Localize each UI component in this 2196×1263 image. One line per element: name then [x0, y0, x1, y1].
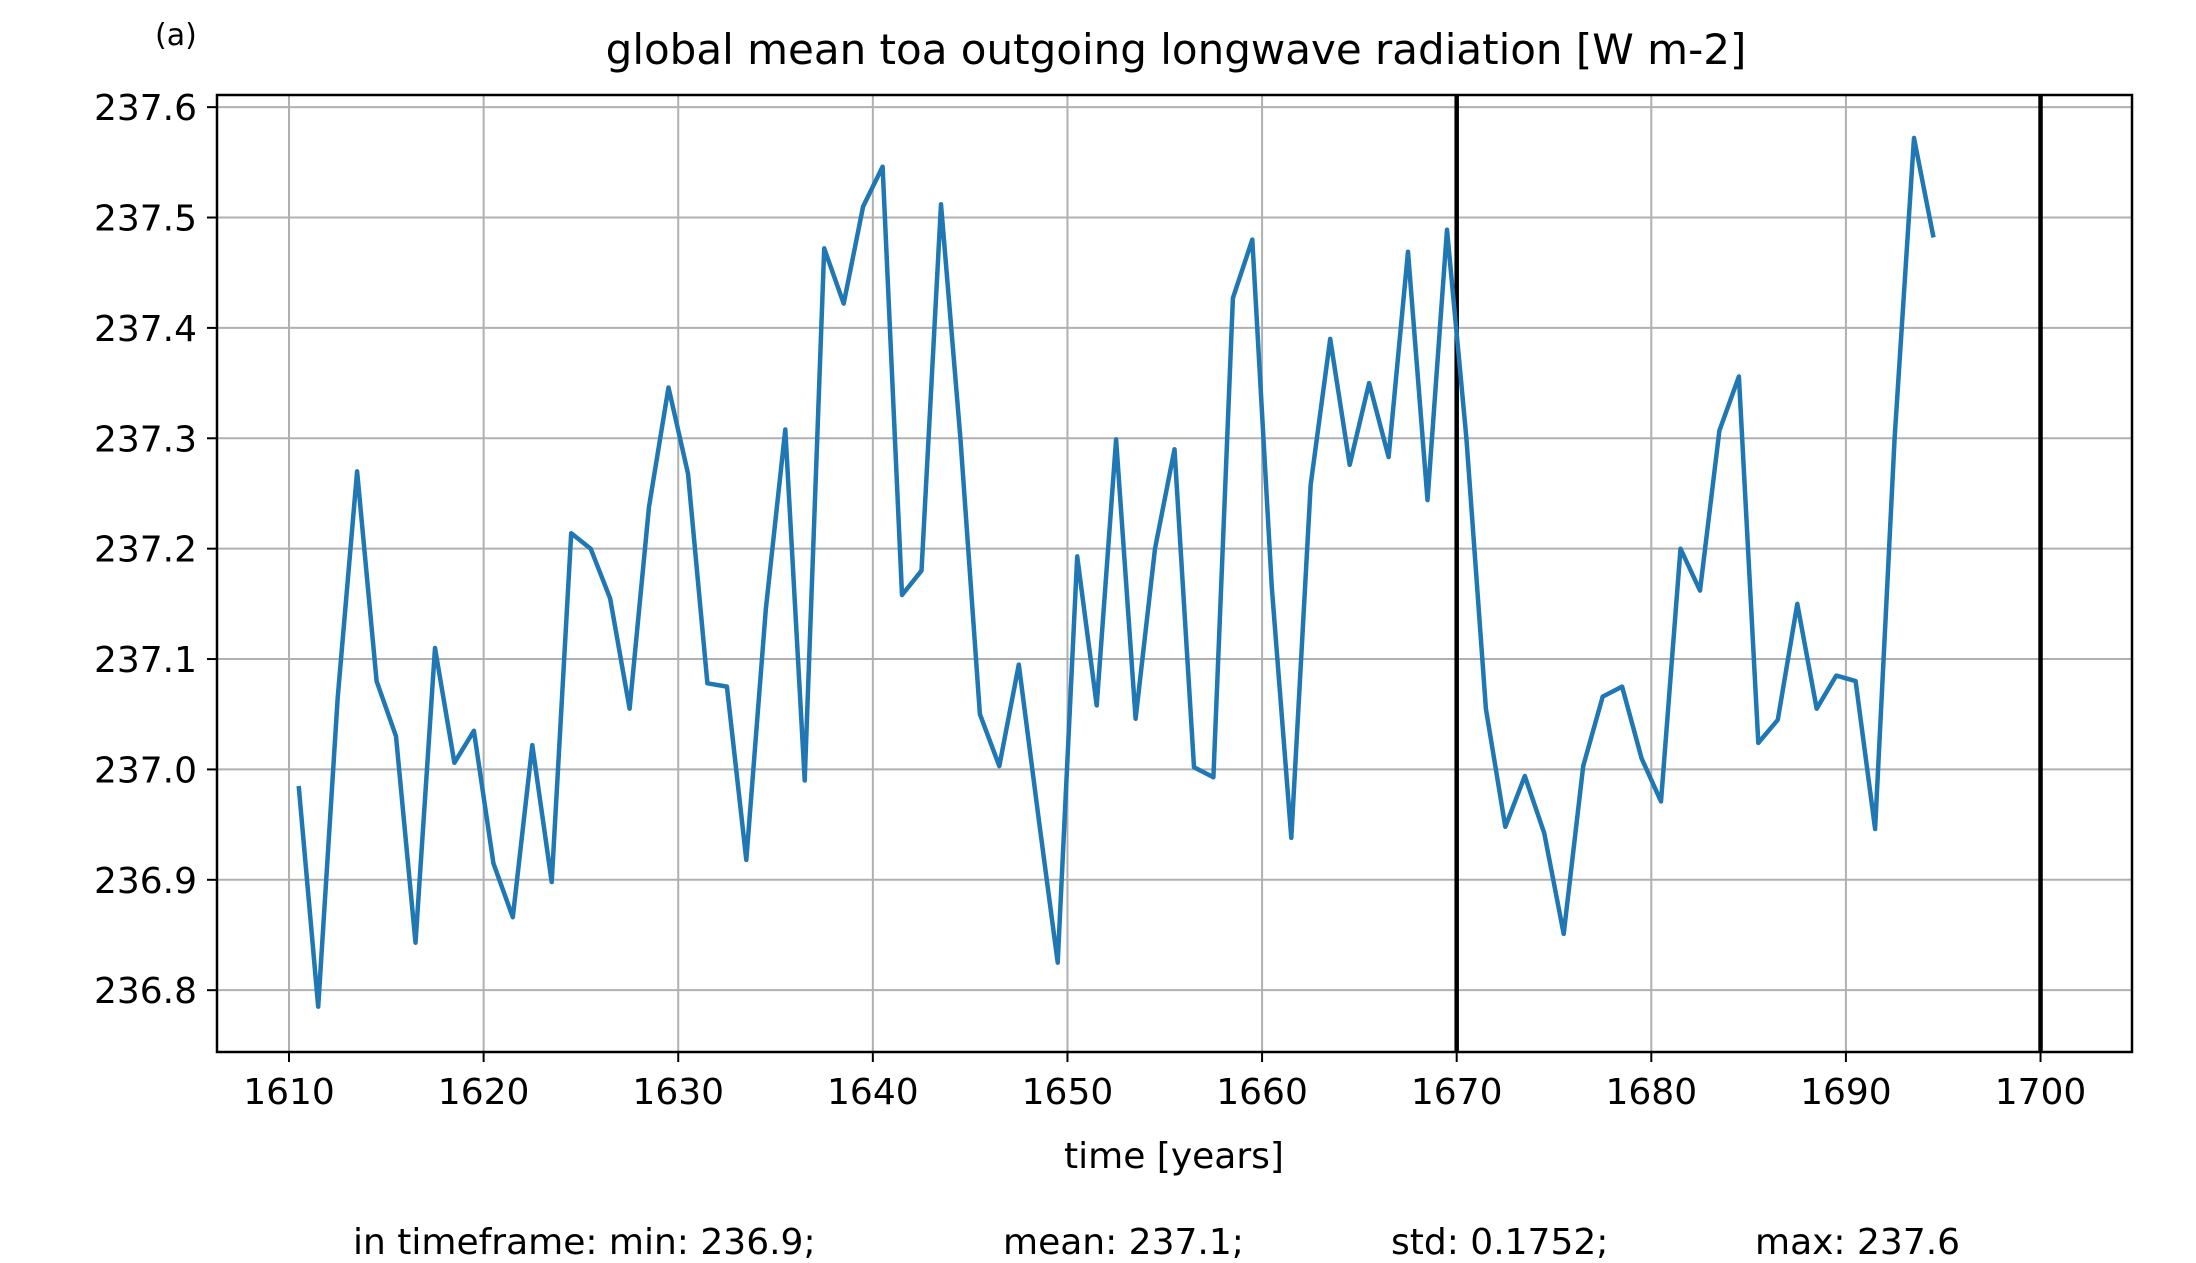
y-axis-ticks: 236.8 236.9 237.0 237.1 237.2 237.3 237.4 237.5…: [94, 88, 217, 1012]
series-line: [296, 135, 1936, 1009]
panel-label: (a): [155, 18, 197, 53]
x-tick-label: 1660: [1216, 1072, 1308, 1113]
x-axis-ticks: 1610 1620 1630 1640 1650 1660 1670 1680 1690 1700: [243, 1052, 2086, 1113]
y-tick-label: 237.6: [94, 88, 197, 129]
x-tick-label: 1640: [827, 1072, 919, 1113]
y-tick-label: 237.4: [94, 309, 197, 350]
y-tick-label: 237.1: [94, 640, 197, 681]
stat-min: in timeframe: min: 236.9;: [353, 1222, 816, 1263]
x-tick-label: 1630: [632, 1072, 724, 1113]
x-tick-label: 1670: [1411, 1072, 1503, 1113]
y-tick-label: 237.3: [94, 419, 197, 460]
y-tick-label: 237.2: [94, 530, 197, 571]
stat-std: std: 0.1752;: [1391, 1222, 1608, 1263]
stat-max: max: 237.6: [1755, 1222, 1960, 1263]
y-tick-label: 237.5: [94, 199, 197, 240]
x-tick-label: 1610: [243, 1072, 335, 1113]
x-axis-label: time [years]: [1064, 1136, 1284, 1177]
series-group: [296, 135, 1936, 1009]
reference-lines: [1454, 95, 2043, 1052]
y-tick-label: 236.9: [94, 861, 197, 902]
grid: [217, 95, 2132, 1052]
x-tick-label: 1620: [438, 1072, 530, 1113]
x-tick-label: 1690: [1800, 1072, 1892, 1113]
plot-frame: [215, 93, 2134, 1054]
x-tick-label: 1650: [1022, 1072, 1114, 1113]
stat-mean: mean: 237.1;: [1003, 1222, 1244, 1263]
y-tick-label: 237.0: [94, 750, 197, 791]
x-tick-label: 1700: [1995, 1072, 2087, 1113]
chart-title: global mean toa outgoing longwave radiat…: [606, 25, 1747, 74]
y-tick-label: 236.8: [94, 971, 197, 1012]
x-tick-label: 1680: [1605, 1072, 1697, 1113]
